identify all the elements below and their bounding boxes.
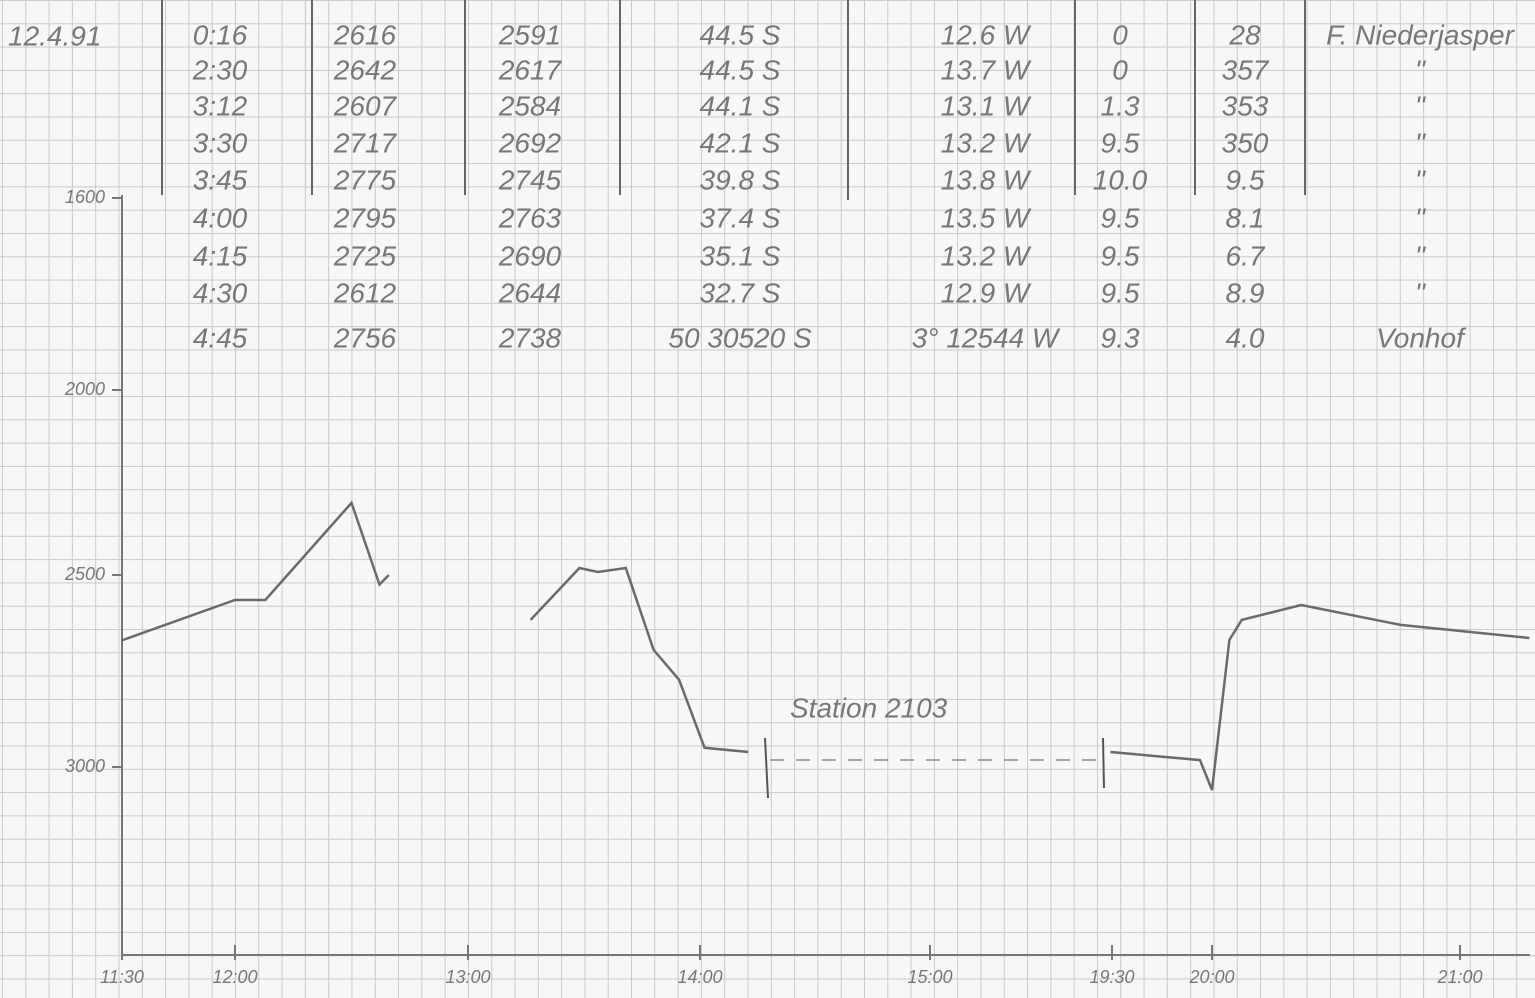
cell: 0 [1112,19,1128,50]
cell: 2745 [498,164,562,195]
cell: 2612 [333,277,397,308]
cell: 2717 [333,127,398,158]
y-tick-label: 3000 [65,756,105,776]
cell: 350 [1222,127,1269,158]
cell: 2584 [498,90,561,121]
cell: " [1415,202,1426,233]
cell: 39.8 S [700,164,781,195]
cell: " [1415,164,1426,195]
cell: " [1415,54,1426,85]
cell: 0 [1112,54,1128,85]
cell: " [1415,90,1426,121]
cell: 9.3 [1101,322,1140,353]
table-rules [161,0,1306,200]
cell: " [1415,240,1426,271]
cell: 10.0 [1093,164,1148,195]
x-tick-label: 20:00 [1188,967,1234,987]
cell: 50 30520 S [668,322,812,353]
cell: 0:16 [193,19,248,50]
cell: 2644 [498,277,561,308]
x-tick-label: 13:00 [445,967,490,987]
cell: 2763 [498,202,562,233]
date: 12.4.91 [8,20,101,51]
cell: 13.8 W [941,164,1032,195]
cell: 13.1 W [941,90,1032,121]
cell: 2756 [333,322,397,353]
cell: 13.2 W [941,240,1032,271]
cell: 3:30 [193,127,248,158]
cell: " [1415,127,1426,158]
depth-line [121,500,1530,791]
station-mark [1102,737,1105,789]
cell: 2:30 [192,54,248,85]
cell: 35.1 S [700,240,781,271]
cell: 4:15 [193,240,248,271]
cell: 1.3 [1101,90,1140,121]
x-tick-label: 15:00 [907,967,952,987]
cell: 3:45 [193,164,248,195]
cell: 8.9 [1226,277,1265,308]
cell: 9.5 [1101,240,1140,271]
cell: 42.1 S [700,127,781,158]
cell: 4:45 [193,322,248,353]
cell: 44.5 S [700,19,781,50]
y-tick-label: 2500 [64,564,105,584]
cell: 2775 [333,164,397,195]
cell: 12.6 W [941,19,1032,50]
cell: 2591 [498,19,561,50]
cell: 13.5 W [941,202,1032,233]
cell: 3° 12544 W [912,322,1061,353]
cell: 6.7 [1226,240,1266,271]
cell: F. Niederjasper [1326,19,1515,50]
cell: 353 [1222,90,1269,121]
table: 0:16 2616 2591 44.5 S 12.6 W 0 28 F. Niederjasp… [192,19,1516,353]
cell: 12.9 W [941,277,1032,308]
cell: 9.5 [1101,202,1140,233]
cell: 44.1 S [700,90,781,121]
cell: 2690 [498,240,562,271]
x-tick-label: 21:00 [1436,967,1482,987]
station-mark [764,737,769,799]
cell: 2795 [333,202,397,233]
cell: 4:30 [193,277,248,308]
y-tick-label: 2000 [64,379,105,399]
cell: Vonhof [1376,322,1467,353]
x-tick-label: 12:00 [212,967,257,987]
cell: 37.4 S [700,202,781,233]
cell: 9.5 [1101,277,1140,308]
cell: 4.0 [1226,322,1265,353]
cell: 3:12 [193,90,248,121]
y-tick-label: 1600 [65,187,105,207]
axes [121,195,1530,956]
cell: 13.7 W [941,54,1032,85]
cell: 2617 [498,54,563,85]
x-tick-label: 11:30 [100,967,144,987]
cell: 44.5 S [700,54,781,85]
cell: " [1415,277,1426,308]
cell: 2607 [333,90,398,121]
cell: 4:00 [193,202,248,233]
cell: 2738 [498,322,562,353]
cell: 32.7 S [700,277,781,308]
cell: 2725 [333,240,397,271]
x-tick-label: 14:00 [677,967,722,987]
cell: 357 [1222,54,1270,85]
cell: 28 [1228,19,1261,50]
cell: 9.5 [1226,164,1265,195]
cell: 2642 [333,54,397,85]
cell: 2616 [333,19,397,50]
cell: 8.1 [1226,202,1265,233]
cell: 13.2 W [941,127,1032,158]
annotation: Station 2103 [790,692,948,723]
cell: 2692 [498,127,562,158]
chart: 1600 2000 2500 3000 11:30 12:00 13:00 14:00 15:0… [64,187,1530,987]
x-tick-label: 19:30 [1089,967,1134,987]
cell: 9.5 [1101,127,1140,158]
